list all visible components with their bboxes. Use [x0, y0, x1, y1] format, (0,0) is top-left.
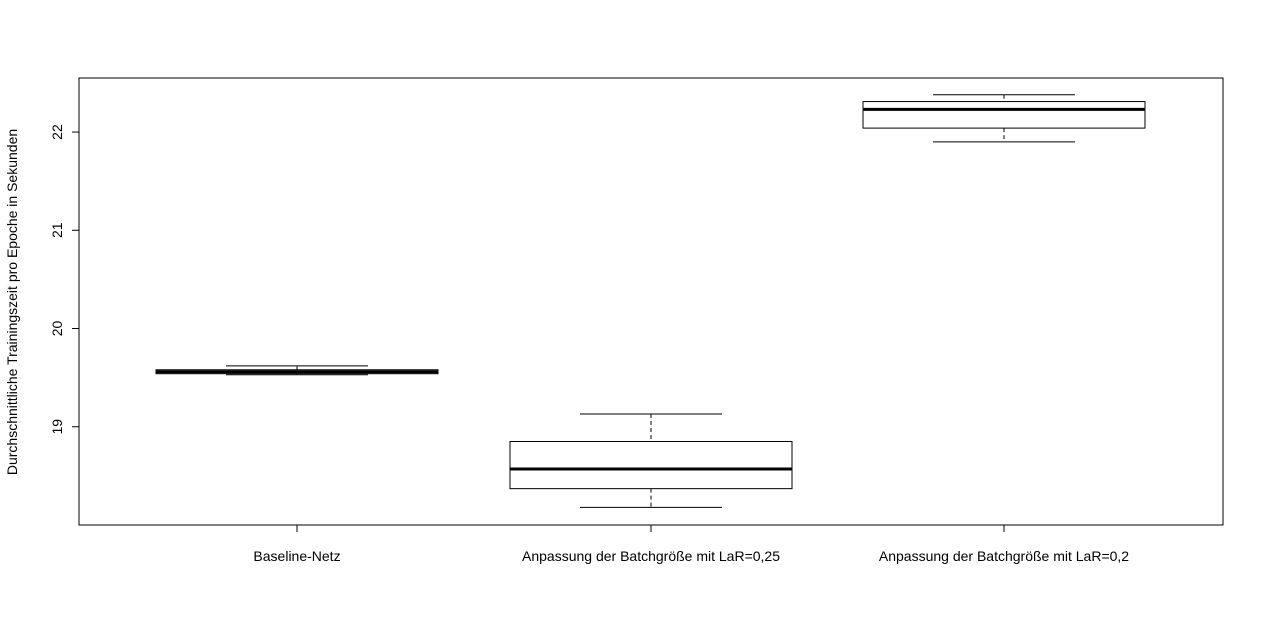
x-category-label: Anpassung der Batchgröße mit LaR=0,25 — [522, 548, 780, 564]
y-axis: 19 20 21 22 — [49, 124, 79, 435]
box-group — [509, 413, 793, 508]
box-group — [862, 94, 1146, 143]
box-iqr — [862, 101, 1146, 129]
y-tick-label: 19 — [49, 419, 65, 435]
box-group — [155, 365, 439, 376]
x-axis: Baseline-Netz Anpassung der Batchgröße mi… — [253, 525, 1129, 564]
x-category-label: Anpassung der Batchgröße mit LaR=0,2 — [879, 548, 1129, 564]
y-tick-label: 21 — [49, 222, 65, 238]
x-category-label: Baseline-Netz — [253, 548, 340, 564]
y-tick-label: 20 — [49, 321, 65, 337]
y-tick-label: 22 — [49, 124, 65, 140]
y-axis-title: Durchschnittliche Trainingszeit pro Epoc… — [4, 129, 20, 475]
box-series — [155, 94, 1146, 508]
box-iqr — [509, 440, 793, 490]
